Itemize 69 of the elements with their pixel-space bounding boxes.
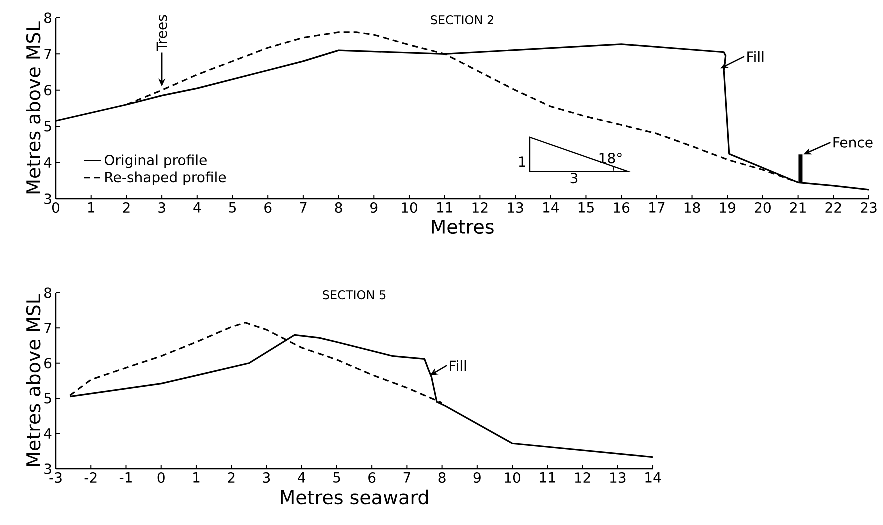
x-tick-label: 12 — [575, 472, 590, 483]
x-tick-label: 1 — [88, 202, 95, 213]
x-tick-label: 4 — [194, 202, 202, 213]
x-tick-label: 8 — [438, 472, 446, 484]
x-axis-title: Metres seaward — [281, 490, 428, 505]
x-tick-label: 1 — [194, 472, 200, 483]
x-tick-label: 10 — [402, 202, 418, 214]
x-tick-label: 15 — [578, 202, 594, 213]
x-tick-label: 11 — [437, 202, 452, 213]
x-tick-label: 6 — [368, 472, 376, 484]
x-axis-title: Metres — [432, 220, 494, 234]
x-tick-label: 14 — [544, 202, 559, 213]
x-tick-label: 23 — [861, 202, 877, 214]
x-tick-label: -1 — [120, 472, 132, 483]
x-tick-label: 21 — [790, 202, 806, 213]
x-tick-label: 13 — [508, 202, 524, 214]
y-tick-label: 8 — [44, 288, 52, 298]
annotation: Trees — [156, 15, 168, 52]
x-tick-label: 4 — [298, 472, 306, 483]
x-tick-label: 7 — [300, 202, 307, 213]
x-tick-label: 17 — [650, 202, 665, 213]
x-tick-label: 13 — [610, 472, 626, 484]
x-tick-label: 0 — [52, 202, 60, 214]
annotation: Fence — [834, 137, 873, 148]
y-tick-label: 7 — [44, 323, 52, 334]
y-tick-label: 6 — [44, 85, 52, 96]
annotation: 1 — [519, 156, 526, 167]
annotation: 18° — [600, 153, 622, 164]
x-tick-label: 16 — [614, 202, 630, 214]
chart-title: SECTION 5 — [323, 290, 386, 300]
y-tick-label: 4 — [44, 158, 52, 168]
x-tick-label: 2 — [228, 472, 235, 483]
y-tick-label: 3 — [44, 464, 52, 474]
x-tick-label: 22 — [826, 202, 842, 213]
x-tick-label: 6 — [264, 202, 272, 214]
legend-label: Original profile — [104, 154, 207, 168]
x-tick-label: -2 — [84, 472, 97, 483]
annotation: Fill — [450, 360, 466, 372]
x-tick-label: 9 — [474, 472, 481, 484]
x-tick-label: 7 — [404, 472, 410, 483]
y-tick-label: 7 — [44, 49, 52, 60]
y-tick-label: 3 — [44, 194, 52, 204]
y-axis-title: Metres above MSL — [26, 294, 41, 466]
y-tick-label: 5 — [44, 393, 52, 404]
y-tick-label: 4 — [44, 428, 52, 439]
x-tick-label: 11 — [540, 472, 556, 483]
y-axis-title: Metres above MSL — [26, 22, 41, 194]
x-tick-label: 2 — [123, 202, 130, 213]
x-tick-label: 19 — [720, 202, 736, 214]
annotation: Fill — [748, 51, 764, 62]
y-tick-label: 5 — [44, 121, 52, 132]
x-tick-label: 14 — [646, 472, 662, 483]
x-tick-label: 18 — [684, 202, 700, 214]
legend-label: Re-shaped profile — [106, 172, 226, 186]
x-tick-label: 8 — [335, 202, 342, 214]
x-tick-label: 5 — [334, 472, 340, 483]
x-tick-label: 3 — [158, 202, 166, 214]
x-tick-label: 20 — [755, 202, 771, 214]
x-tick-label: 12 — [472, 202, 488, 213]
y-tick-label: 6 — [44, 358, 52, 369]
x-tick-label: 0 — [158, 472, 165, 484]
x-tick-label: -3 — [50, 472, 62, 484]
x-tick-label: 5 — [229, 202, 236, 213]
y-tick-label: 8 — [44, 12, 52, 24]
x-tick-label: 3 — [263, 472, 270, 484]
x-tick-label: 9 — [370, 202, 378, 214]
x-tick-label: 10 — [505, 472, 521, 484]
annotation: 3 — [570, 173, 578, 184]
chart-title: SECTION 2 — [431, 16, 494, 25]
